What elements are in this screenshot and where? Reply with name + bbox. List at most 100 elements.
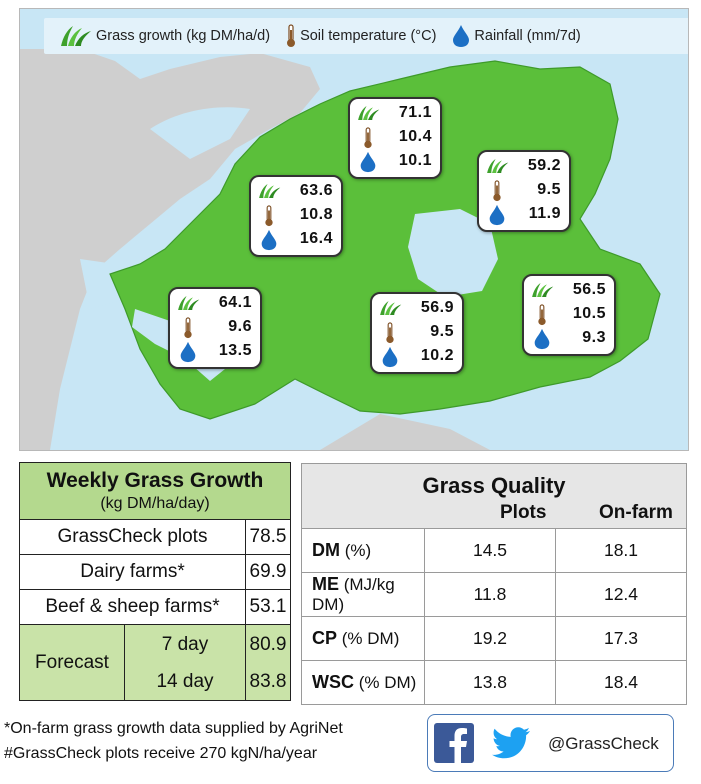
table-row: 14 day 83.8 — [20, 664, 291, 701]
legend-item-grass: Grass growth (kg DM/ha/d) — [58, 25, 270, 47]
region-box-south-east: 56.5 10.5 9.3 — [522, 274, 616, 356]
plots-value: 14.5 — [424, 528, 556, 573]
grass-growth-value: 64.1 — [218, 294, 252, 311]
grass-growth-value: 63.6 — [299, 182, 333, 199]
thermometer-icon — [265, 205, 273, 227]
grass-icon — [358, 105, 380, 121]
table-row: Forecast 7 day 80.9 — [19, 624, 291, 701]
soil-temp-value: 9.5 — [537, 181, 561, 198]
grass-growth-value: 56.5 — [572, 281, 606, 298]
grass-quality-table: Grass Quality Plots On-farm DM (%) 14.5 … — [301, 463, 687, 705]
soil-temp-value: 10.8 — [299, 206, 333, 223]
plots-value: 13.8 — [424, 660, 556, 705]
grass-icon — [178, 295, 200, 311]
region-box-west-central: 63.6 10.8 16.4 — [249, 175, 343, 257]
col-header-plots: Plots — [500, 502, 547, 523]
thermometer-icon — [184, 317, 192, 339]
map-background — [20, 49, 661, 450]
raindrop-icon — [261, 229, 277, 251]
rainfall-value: 9.3 — [582, 329, 606, 346]
footnote-agrinet: *On-farm grass growth data supplied by A… — [4, 720, 343, 737]
row-value: 53.1 — [245, 589, 291, 625]
regional-map: Grass growth (kg DM/ha/d) Soil temperatu… — [19, 8, 689, 451]
forecast-label: Forecast — [19, 624, 125, 701]
soil-temp-value: 10.5 — [572, 305, 606, 322]
legend-item-soil: Soil temperature (°C) — [286, 24, 436, 48]
quality-label: CP (% DM) — [301, 616, 425, 661]
rainfall-value: 10.2 — [420, 347, 454, 364]
table-row: Dairy farms* 69.9 — [19, 554, 291, 590]
rainfall-value: 11.9 — [528, 205, 561, 222]
growth-table-subtitle: (kg DM/ha/day) — [100, 495, 210, 512]
table-row: Beef & sheep farms* 53.1 — [19, 589, 291, 625]
region-box-south-west: 64.1 9.6 13.5 — [168, 287, 262, 369]
facebook-icon[interactable] — [434, 723, 474, 763]
legend-item-rain: Rainfall (mm/7d) — [452, 24, 581, 48]
raindrop-icon — [382, 346, 398, 368]
row-value: 78.5 — [245, 519, 291, 555]
thermometer-icon — [493, 180, 501, 202]
raindrop-icon — [534, 328, 550, 350]
soil-temp-value: 10.4 — [398, 128, 432, 145]
row-label: Beef & sheep farms* — [19, 589, 246, 625]
forecast-14-day-label: 14 day — [124, 664, 246, 701]
onfarm-value: 18.4 — [555, 660, 687, 705]
raindrop-icon — [360, 151, 376, 173]
plots-value: 19.2 — [424, 616, 556, 661]
row-label: GrassCheck plots — [19, 519, 246, 555]
grass-icon — [380, 300, 402, 316]
social-handle[interactable]: @GrassCheck — [548, 734, 659, 753]
social-badge[interactable]: @GrassCheck — [427, 714, 674, 772]
rainfall-value: 13.5 — [218, 342, 252, 359]
growth-table-title: Weekly Grass Growth — [46, 469, 264, 492]
grass-growth-value: 71.1 — [398, 104, 432, 121]
table-row: ME (MJ/kg DM) 11.8 12.4 — [301, 572, 687, 617]
quality-label: DM (%) — [301, 528, 425, 573]
grass-growth-value: 56.9 — [420, 299, 454, 316]
thermometer-icon — [287, 24, 296, 47]
region-box-north-east: 59.2 9.5 11.9 — [477, 150, 571, 232]
twitter-icon[interactable] — [490, 723, 534, 763]
forecast-7-day-label: 7 day — [124, 624, 246, 665]
soil-temp-value: 9.6 — [228, 318, 252, 335]
table-row: WSC (% DM) 13.8 18.4 — [301, 660, 687, 705]
table-row: DM (%) 14.5 18.1 — [301, 528, 687, 573]
footnote-grasscheck: #GrassCheck plots receive 270 kgN/ha/yea… — [4, 745, 318, 762]
onfarm-value: 12.4 — [555, 572, 687, 617]
plots-value: 11.8 — [424, 572, 556, 617]
rainfall-value: 16.4 — [299, 230, 333, 247]
forecast-7-day-value: 80.9 — [245, 624, 291, 665]
region-box-north-central: 71.1 10.4 10.1 — [348, 97, 442, 179]
surrounding-land — [20, 49, 320, 450]
quality-label: ME (MJ/kg DM) — [301, 572, 425, 617]
rainfall-value: 10.1 — [398, 152, 432, 169]
table-row: GrassCheck plots 78.5 — [19, 519, 291, 555]
quality-table-title: Grass Quality — [422, 473, 566, 498]
onfarm-value: 17.3 — [555, 616, 687, 661]
raindrop-icon — [489, 204, 505, 226]
map-legend: Grass growth (kg DM/ha/d) Soil temperatu… — [44, 18, 688, 54]
growth-table-header: Weekly Grass Growth (kg DM/ha/day) — [19, 462, 291, 520]
row-label: Dairy farms* — [19, 554, 246, 590]
grass-icon — [532, 282, 554, 298]
row-value: 69.9 — [245, 554, 291, 590]
raindrop-icon — [453, 25, 470, 47]
legend-grass-label: Grass growth (kg DM/ha/d) — [96, 28, 271, 44]
grass-icon — [259, 183, 281, 199]
raindrop-icon — [180, 341, 196, 363]
grass-icon — [61, 26, 91, 46]
quality-label: WSC (% DM) — [301, 660, 425, 705]
table-row: CP (% DM) 19.2 17.3 — [301, 616, 687, 661]
weekly-growth-table: Weekly Grass Growth (kg DM/ha/day) Grass… — [19, 462, 291, 701]
legend-rain-label: Rainfall (mm/7d) — [474, 28, 581, 44]
legend-soil-label: Soil temperature (°C) — [300, 28, 437, 44]
thermometer-icon — [364, 127, 372, 149]
thermometer-icon — [538, 304, 546, 326]
soil-temp-value: 9.5 — [430, 323, 454, 340]
grass-icon — [487, 158, 509, 174]
lough-neagh — [408, 209, 498, 297]
quality-table-header: Grass Quality Plots On-farm — [301, 463, 687, 529]
thermometer-icon — [386, 322, 394, 344]
onfarm-value: 18.1 — [555, 528, 687, 573]
col-header-onfarm: On-farm — [599, 502, 673, 523]
